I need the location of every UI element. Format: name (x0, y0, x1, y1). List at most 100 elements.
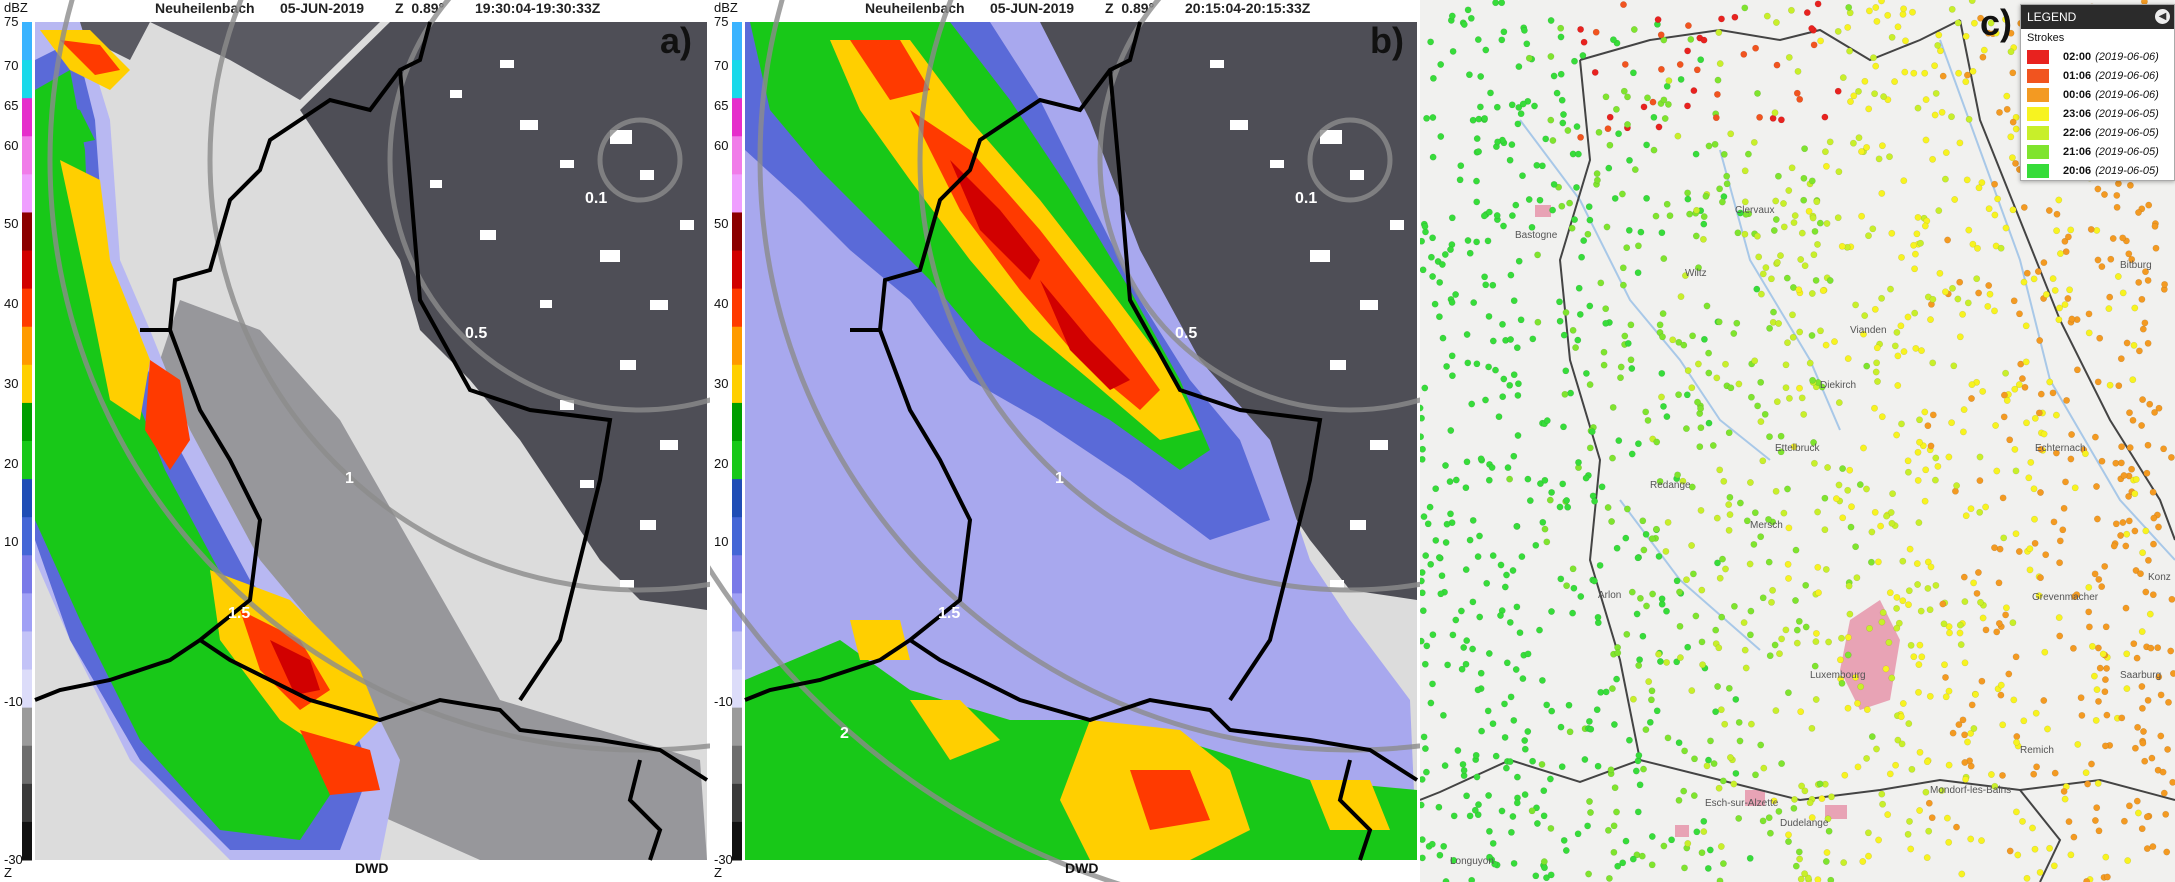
lightning-stroke (1794, 67, 1802, 75)
lightning-stroke (2035, 592, 2043, 600)
lightning-stroke (1615, 437, 1623, 445)
lightning-stroke (1692, 150, 1700, 158)
lightning-stroke (1716, 185, 1724, 193)
legend-swatch (2027, 87, 2049, 102)
lightning-stroke (2044, 725, 2051, 733)
lightning-stroke (1462, 566, 1470, 574)
colorbar-band (22, 441, 32, 480)
lightning-stroke (1804, 874, 1812, 882)
lightning-stroke (2144, 276, 2152, 284)
lightning-stroke (1782, 384, 1790, 392)
lightning-stroke (1504, 464, 1512, 472)
lightning-stroke (1849, 139, 1857, 147)
lightning-stroke (2002, 369, 2010, 377)
lightning-stroke (2139, 549, 2147, 557)
lightning-stroke (1647, 696, 1655, 704)
lightning-stroke (2101, 742, 2109, 750)
lightning-stroke (2052, 449, 2060, 457)
lightning-stroke (1549, 206, 1557, 214)
lightning-stroke (1858, 212, 1866, 220)
lightning-stroke (1640, 765, 1647, 773)
lightning-stroke (1508, 141, 1516, 149)
colorbar-band (732, 783, 742, 823)
lightning-stroke (1707, 737, 1714, 745)
lightning-stroke (1844, 23, 1852, 31)
lightning-stroke (1498, 807, 1506, 815)
lightning-stroke (1852, 543, 1860, 551)
lightning-stroke (1780, 509, 1788, 517)
lightning-stroke (2138, 422, 2146, 429)
lightning-stroke (2105, 305, 2113, 313)
lightning-stroke (2049, 389, 2057, 397)
ring-label: 0.1 (585, 190, 608, 207)
lightning-stroke (1656, 321, 1664, 329)
lightning-stroke (1420, 404, 1424, 412)
lightning-stroke (1894, 736, 1902, 744)
lightning-stroke (1944, 236, 1952, 244)
lightning-stroke (1999, 771, 2006, 779)
lightning-stroke (2095, 575, 2103, 583)
lightning-stroke (2012, 808, 2020, 816)
lightning-stroke (1977, 598, 1984, 606)
lightning-stroke (1961, 731, 1969, 739)
lightning-stroke (1666, 212, 1674, 220)
lightning-stroke (2128, 255, 2136, 263)
lightning-stroke (1484, 707, 1492, 715)
dbz-tick-label: -10 (4, 694, 23, 709)
lightning-stroke (1740, 619, 1748, 627)
country-borders (34, 21, 709, 861)
lightning-stroke (1464, 359, 1472, 367)
lightning-stroke (2008, 154, 2016, 162)
station-name: Neuheilenbach (865, 0, 965, 16)
lightning-stroke (2007, 48, 2015, 56)
colorbar-band (732, 250, 742, 290)
lightning-stroke (1493, 212, 1501, 219)
lightning-stroke (1923, 758, 1931, 766)
lightning-stroke (1609, 403, 1617, 411)
lightning-stroke (1676, 654, 1684, 662)
lightning-stroke (1929, 295, 1937, 303)
lightning-stroke (1420, 266, 1427, 274)
lightning-stroke (1789, 311, 1796, 319)
lightning-stroke (1793, 626, 1801, 634)
lightning-stroke (2129, 416, 2137, 424)
lightning-stroke (1686, 210, 1694, 218)
lightning-stroke (1735, 718, 1743, 726)
lightning-stroke (1495, 413, 1503, 421)
town-label: Esch-sur-Alzette (1705, 798, 1779, 809)
lightning-stroke (1855, 87, 1862, 95)
lightning-stroke (1656, 477, 1664, 485)
lightning-stroke (1420, 607, 1427, 615)
lightning-stroke (1575, 284, 1583, 292)
lightning-stroke (2026, 566, 2034, 574)
lightning-stroke (1676, 622, 1684, 630)
lightning-stroke (1661, 115, 1669, 122)
lightning-stroke (1675, 796, 1683, 804)
lightning-stroke (2160, 445, 2168, 453)
lightning-stroke (1878, 0, 1885, 5)
lightning-stroke (1869, 225, 1877, 233)
lightning-stroke (1485, 208, 1493, 216)
lightning-stroke (1746, 560, 1754, 568)
lightning-stroke (1514, 432, 1522, 439)
lightning-stroke (1447, 427, 1455, 434)
lightning-stroke (1808, 724, 1816, 732)
lightning-stroke (1528, 807, 1536, 815)
lightning-stroke (1962, 32, 1970, 40)
lightning-stroke (1798, 229, 1806, 237)
country-borders (744, 21, 1419, 861)
lightning-stroke (1426, 503, 1434, 511)
lightning-stroke (1942, 149, 1950, 157)
chevron-left-icon[interactable]: ◀ (2155, 9, 2170, 24)
dbz-tick-label: 30 (714, 376, 729, 391)
lightning-stroke (1904, 830, 1912, 838)
lightning-stroke (1763, 12, 1771, 20)
lightning-stroke (1880, 93, 1888, 101)
town-label: Remich (2020, 745, 2054, 756)
lightning-stroke (1525, 196, 1533, 203)
lightning-stroke (1992, 422, 2000, 429)
lightning-stroke (1995, 619, 2003, 627)
lightning-stroke (1812, 629, 1820, 637)
lightning-stroke (2042, 551, 2050, 559)
legend-time: 21:06 (2063, 145, 2092, 158)
